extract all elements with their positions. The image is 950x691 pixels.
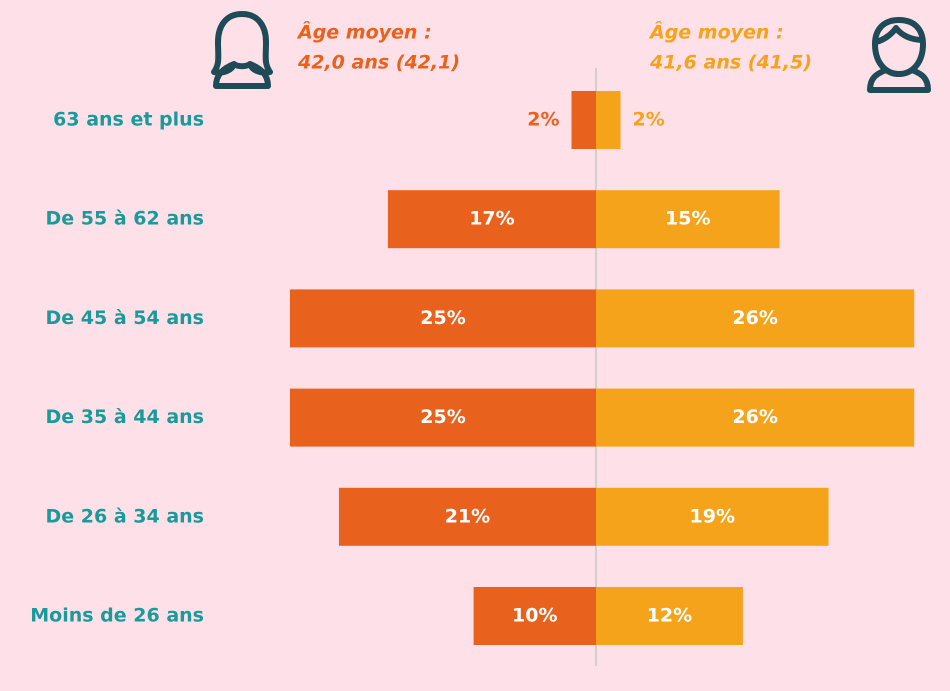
value-label: 17% bbox=[469, 208, 514, 230]
bar bbox=[596, 388, 915, 447]
category-label: De 35 à 44 ans bbox=[46, 406, 204, 428]
annotation: 42,0 ans (42,1) bbox=[297, 52, 460, 74]
annotation: Âge moyen : bbox=[296, 21, 432, 44]
bar bbox=[290, 388, 596, 447]
value-label: 2% bbox=[527, 109, 559, 131]
value-label: 19% bbox=[690, 505, 735, 527]
value-label: 26% bbox=[732, 307, 777, 329]
value-label: 12% bbox=[647, 605, 692, 627]
bar bbox=[387, 190, 596, 249]
bar bbox=[596, 190, 780, 249]
bar bbox=[571, 91, 596, 149]
bar bbox=[596, 587, 743, 645]
bar bbox=[596, 289, 915, 348]
value-label: 25% bbox=[420, 406, 465, 428]
value-label: 15% bbox=[665, 208, 710, 230]
bar bbox=[473, 587, 596, 645]
annotation: Âge moyen : bbox=[648, 21, 784, 44]
bar bbox=[338, 487, 596, 546]
annotation: 41,6 ans (41,5) bbox=[649, 52, 812, 74]
value-label: 2% bbox=[632, 109, 664, 131]
value-label: 10% bbox=[512, 605, 557, 627]
bar bbox=[290, 289, 596, 348]
category-label: De 26 à 34 ans bbox=[46, 505, 204, 527]
value-label: 26% bbox=[732, 406, 777, 428]
category-label: De 55 à 62 ans bbox=[46, 208, 204, 230]
value-label: 21% bbox=[445, 505, 490, 527]
male-icon bbox=[867, 17, 931, 93]
value-label: 25% bbox=[420, 307, 465, 329]
category-label: Moins de 26 ans bbox=[30, 605, 204, 627]
female-icon bbox=[211, 11, 273, 89]
bar bbox=[596, 91, 621, 149]
category-label: 63 ans et plus bbox=[53, 109, 204, 131]
category-label: De 45 à 54 ans bbox=[46, 307, 204, 329]
bar bbox=[596, 487, 829, 546]
